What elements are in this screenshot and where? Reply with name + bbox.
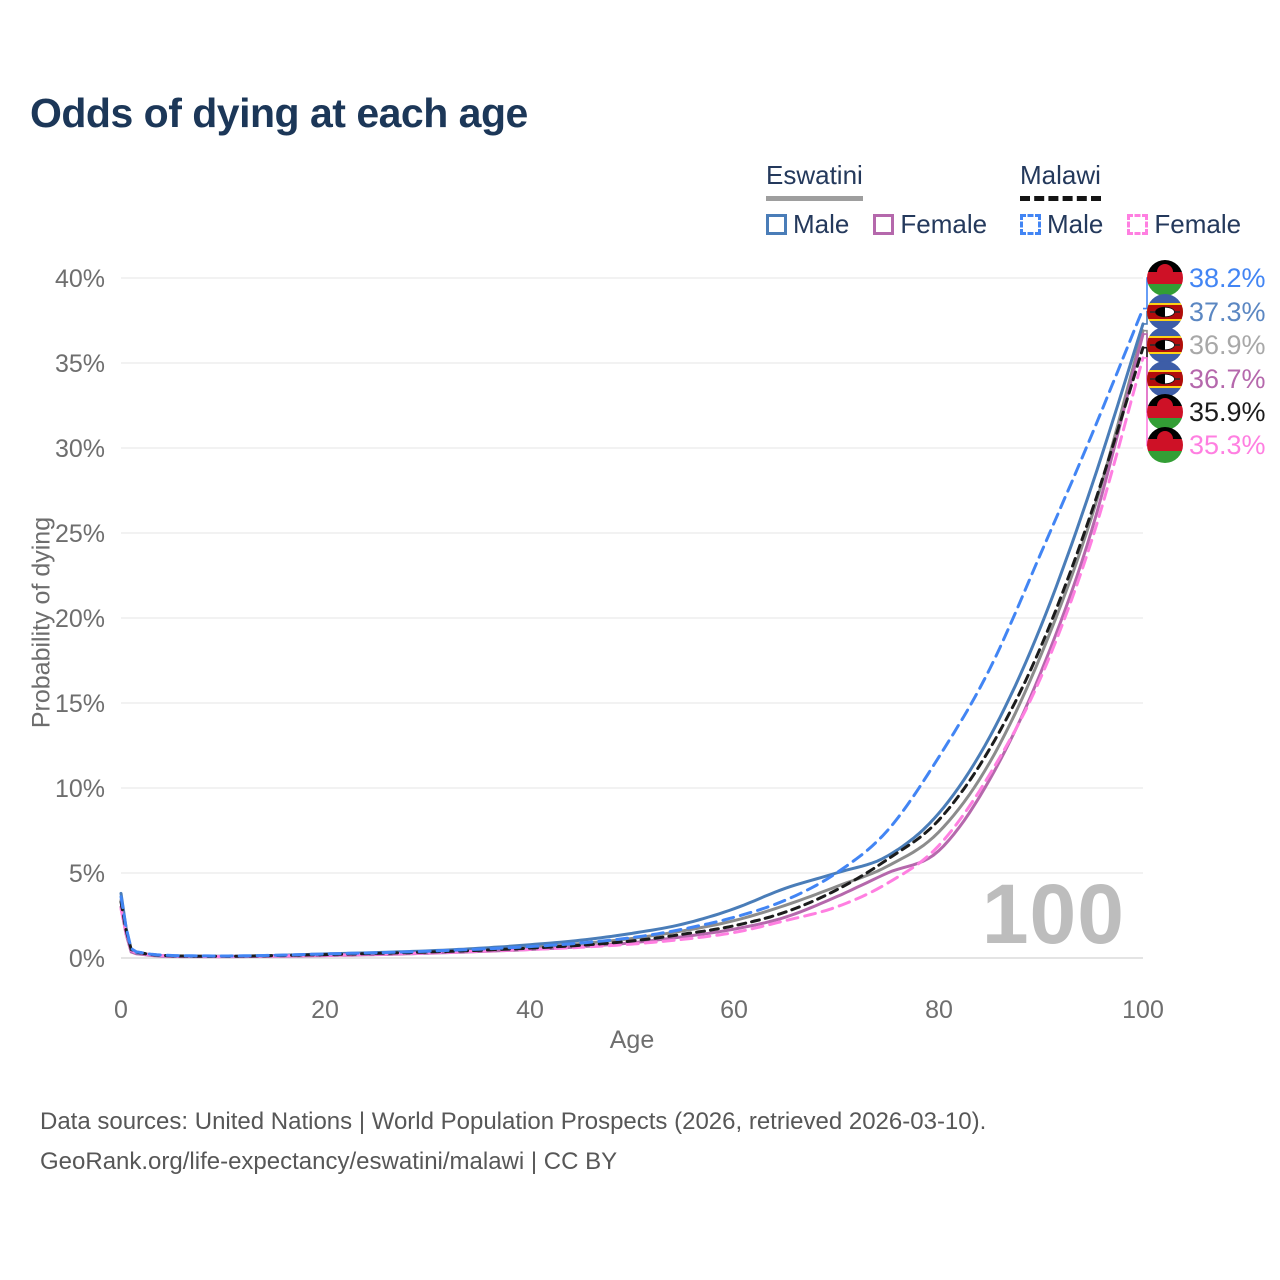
end-label-malawi-female: 35.3%: [1147, 427, 1266, 463]
y-tick-35: 35%: [54, 350, 105, 378]
legend-group-malawi: Malawi Male Female: [1020, 160, 1241, 240]
legend-swatch-malawi-male[interactable]: [1020, 214, 1041, 235]
x-tick-100: 100: [1122, 996, 1164, 1024]
y-tick-10: 10%: [54, 775, 105, 803]
eswatini-flag-icon: [1147, 294, 1183, 330]
legend-swatch-eswatini-male[interactable]: [766, 214, 787, 235]
legend-label-malawi-male[interactable]: Male: [1047, 209, 1104, 239]
page-title: Odds of dying at each age: [30, 90, 528, 136]
x-tick-0: 0: [114, 996, 128, 1024]
y-tick-40: 40%: [54, 265, 105, 293]
x-tick-40: 40: [516, 996, 544, 1024]
x-tick-20: 20: [311, 996, 339, 1024]
legend-country-eswatini[interactable]: Eswatini: [766, 160, 863, 201]
legend-label-eswatini-male[interactable]: Male: [793, 209, 850, 239]
eswatini-flag-icon: [1147, 327, 1183, 363]
series-line-eswatini-male: [119, 322, 1145, 958]
y-tick-0: 0%: [68, 945, 105, 973]
end-label-value: 38.2%: [1189, 262, 1266, 293]
end-label-value: 35.3%: [1189, 429, 1266, 460]
legend-label-eswatini-female[interactable]: Female: [900, 209, 988, 239]
eswatini-flag-icon: [1147, 361, 1183, 397]
malawi-flag-icon: [1147, 260, 1183, 296]
end-label-malawi-both: 35.9%: [1147, 394, 1266, 430]
legend-country-malawi[interactable]: Malawi: [1020, 160, 1101, 201]
series-line-eswatini-both-sexes: [119, 329, 1145, 958]
y-tick-15: 15%: [54, 690, 105, 718]
malawi-flag-icon: [1147, 394, 1183, 430]
data-sources-line: Data sources: United Nations | World Pop…: [40, 1108, 987, 1135]
y-tick-20: 20%: [54, 605, 105, 633]
age-frame-watermark: 100: [981, 867, 1125, 961]
end-label-value: 35.9%: [1189, 396, 1266, 427]
legend-swatch-eswatini-female[interactable]: [873, 214, 895, 235]
y-tick-5: 5%: [68, 860, 105, 888]
y-tick-30: 30%: [54, 435, 105, 463]
end-label-value: 36.9%: [1189, 329, 1266, 360]
y-axis-title: Probability of dying: [27, 516, 56, 729]
malawi-flag-icon: [1147, 427, 1183, 463]
end-label-eswatini-male: 37.3%: [1147, 294, 1266, 330]
attribution-line: GeoRank.org/life-expectancy/eswatini/mal…: [40, 1148, 618, 1175]
end-label-value: 36.7%: [1189, 363, 1266, 394]
end-label-eswatini-female: 36.7%: [1147, 361, 1266, 397]
end-label-malawi-male: 38.2%: [1147, 260, 1266, 296]
series-line-malawi-both-sexes: [119, 346, 1145, 958]
legend-group-eswatini: Eswatini Male Female: [766, 160, 987, 240]
series-line-malawi-male: [119, 307, 1145, 958]
x-tick-80: 80: [925, 996, 953, 1024]
end-label-eswatini-both: 36.9%: [1147, 327, 1266, 363]
x-axis-title: Age: [609, 1026, 655, 1054]
end-label-value: 37.3%: [1189, 296, 1266, 327]
legend-label-malawi-female[interactable]: Female: [1154, 209, 1242, 239]
series-line-eswatini-female: [119, 332, 1145, 959]
x-tick-60: 60: [720, 996, 748, 1024]
legend-swatch-malawi-female[interactable]: [1127, 214, 1149, 235]
y-tick-25: 25%: [54, 520, 105, 548]
